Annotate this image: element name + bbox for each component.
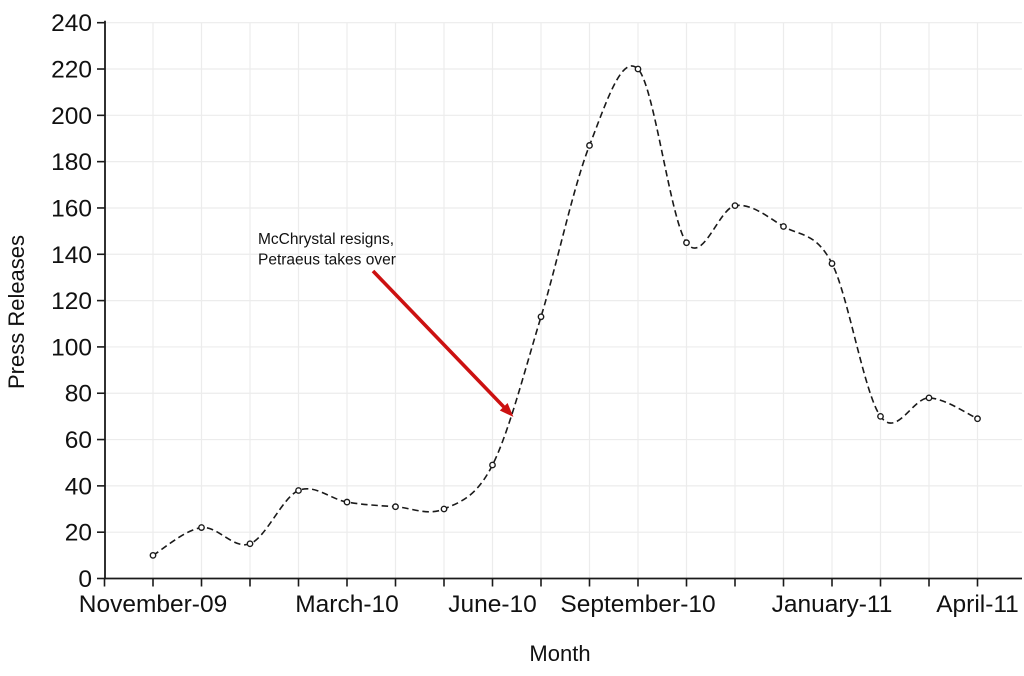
y-tick-label: 160 — [51, 195, 92, 222]
y-tick-label: 140 — [51, 242, 92, 269]
data-point-marker — [586, 142, 593, 149]
data-point-marker — [246, 540, 254, 548]
y-tick-label: 80 — [65, 381, 92, 408]
data-point-marker — [149, 551, 157, 559]
y-tick-label: 180 — [51, 149, 92, 176]
x-tick-label: November-09 — [79, 591, 227, 618]
annotation-text-line: McChrystal resigns, — [258, 231, 394, 248]
y-tick-label: 120 — [51, 288, 92, 315]
data-point-marker — [343, 498, 351, 506]
data-point-marker — [489, 461, 496, 469]
x-tick-label: January-11 — [772, 591, 893, 618]
data-point-marker — [295, 487, 302, 494]
data-point-marker — [925, 394, 933, 402]
gridlines — [105, 22, 1022, 579]
data-point-marker — [198, 524, 205, 531]
data-point-marker — [780, 223, 787, 230]
data-point-marker — [828, 260, 836, 267]
annotation-arrow-shaft — [371, 269, 508, 411]
data-point-marker — [392, 503, 399, 511]
data-point-marker — [440, 505, 448, 513]
x-tick-labels: November-09 March-10 June-10 September-10 Ja… — [79, 591, 1019, 618]
y-tick-label: 200 — [51, 103, 92, 130]
y-tick-label: 100 — [51, 334, 92, 361]
annotation-text-line: Petraeus takes over — [258, 252, 396, 269]
y-tick-label: 220 — [51, 57, 92, 84]
data-point-marker — [537, 313, 545, 321]
data-point-marker — [974, 415, 981, 423]
y-tick-label: 240 — [51, 10, 92, 37]
y-tick-labels: 0 20 40 60 80 100 120 140 160 180 200 220 240 — [51, 10, 92, 593]
y-tick-label: 60 — [65, 427, 92, 454]
data-point-marker — [731, 202, 739, 210]
data-point-marker — [877, 412, 884, 420]
data-point-marker — [683, 239, 690, 247]
x-tick-label: March-10 — [295, 591, 398, 618]
tick-marks — [97, 21, 979, 587]
y-axis-title: Press Releases — [4, 235, 29, 389]
press-releases-line-series — [152, 65, 978, 557]
x-tick-label: April-11 — [936, 591, 1019, 618]
x-tick-label: September-10 — [560, 591, 715, 618]
annotation: McChrystal resigns, Petraeus takes over — [258, 231, 514, 417]
y-tick-label: 0 — [78, 566, 92, 593]
data-point-marker — [634, 65, 642, 73]
y-tick-label: 20 — [65, 520, 92, 547]
x-axis-title: Month — [529, 641, 590, 666]
x-tick-label: June-10 — [448, 591, 537, 618]
annotation-arrowhead-icon — [499, 403, 514, 417]
data-point-markers — [149, 65, 981, 559]
y-tick-label: 40 — [65, 473, 92, 500]
